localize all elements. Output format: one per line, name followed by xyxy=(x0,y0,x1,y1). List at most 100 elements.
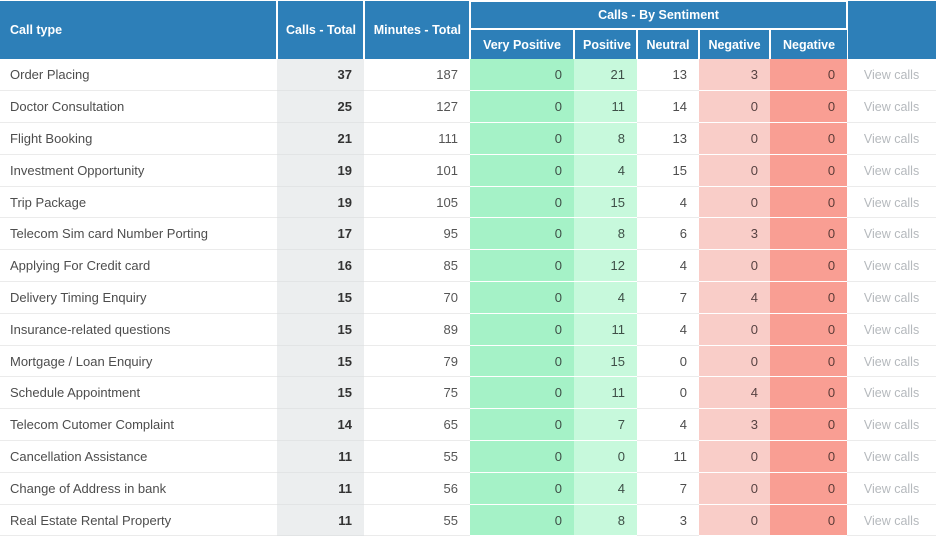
positive-cell: 8 xyxy=(574,217,637,251)
view-calls-link[interactable]: View calls xyxy=(863,100,920,115)
actions-cell: View calls xyxy=(847,440,936,473)
actions-cell: View calls xyxy=(847,376,936,410)
view-calls-link[interactable]: View calls xyxy=(863,354,920,369)
view-calls-link[interactable]: View calls xyxy=(863,322,920,337)
table-row: Trip Package 19 105 0 15 4 0 0 View call… xyxy=(0,186,936,219)
calls-total-cell: 37 xyxy=(277,59,364,92)
actions-cell: View calls xyxy=(847,345,936,378)
calls-total-cell: 11 xyxy=(277,504,364,536)
actions-cell: View calls xyxy=(847,217,936,251)
neutral-cell: 7 xyxy=(637,281,699,314)
neutral-cell: 0 xyxy=(637,376,699,410)
table-row: Telecom Sim card Number Porting 17 95 0 … xyxy=(0,217,936,251)
very-positive-cell: 0 xyxy=(470,440,574,473)
column-header-very-positive: Very Positive xyxy=(470,29,575,59)
minutes-total-cell: 101 xyxy=(364,154,470,187)
column-header-positive: Positive xyxy=(574,29,638,59)
positive-cell: 15 xyxy=(574,186,637,219)
negative-cell: 0 xyxy=(699,504,770,536)
column-header-negative: Negative xyxy=(699,29,771,59)
actions-cell: View calls xyxy=(847,59,936,92)
minutes-total-cell: 85 xyxy=(364,249,470,283)
call-type-cell: Real Estate Rental Property xyxy=(0,504,277,536)
positive-cell: 7 xyxy=(574,408,637,442)
view-calls-link[interactable]: View calls xyxy=(863,290,920,305)
call-type-cell: Telecom Sim card Number Porting xyxy=(0,217,277,251)
very-positive-cell: 0 xyxy=(470,217,574,251)
view-calls-link[interactable]: View calls xyxy=(863,227,920,242)
view-calls-link[interactable]: View calls xyxy=(863,449,920,464)
view-calls-link[interactable]: View calls xyxy=(863,131,920,146)
call-type-cell: Flight Booking xyxy=(0,122,277,155)
negative-cell: 0 xyxy=(699,90,770,124)
table-row: Doctor Consultation 25 127 0 11 14 0 0 V… xyxy=(0,90,936,124)
minutes-total-cell: 75 xyxy=(364,376,470,410)
very-positive-cell: 0 xyxy=(470,313,574,346)
view-calls-link[interactable]: View calls xyxy=(863,163,920,178)
very-positive-cell: 0 xyxy=(470,345,574,378)
calls-total-cell: 19 xyxy=(277,154,364,187)
negative-cell: 0 xyxy=(699,440,770,473)
call-type-cell: Change of Address in bank xyxy=(0,472,277,505)
calls-total-cell: 11 xyxy=(277,472,364,505)
table-row: Insurance-related questions 15 89 0 11 4… xyxy=(0,313,936,346)
view-calls-link[interactable]: View calls xyxy=(863,68,920,83)
very-positive-cell: 0 xyxy=(470,408,574,442)
calls-total-cell: 17 xyxy=(277,217,364,251)
minutes-total-cell: 65 xyxy=(364,408,470,442)
column-header-call-type: Call type xyxy=(0,1,278,59)
calls-total-cell: 15 xyxy=(277,345,364,378)
view-calls-link[interactable]: View calls xyxy=(863,418,920,433)
very-negative-cell: 0 xyxy=(770,154,848,187)
view-calls-link[interactable]: View calls xyxy=(863,386,920,401)
view-calls-link[interactable]: View calls xyxy=(863,481,920,496)
very-negative-cell: 0 xyxy=(770,59,848,92)
view-calls-link[interactable]: View calls xyxy=(863,259,920,274)
calls-total-cell: 19 xyxy=(277,186,364,219)
very-positive-cell: 0 xyxy=(470,154,574,187)
calls-total-cell: 25 xyxy=(277,90,364,124)
table-row: Order Placing 37 187 0 21 13 3 0 View ca… xyxy=(0,59,936,92)
very-positive-cell: 0 xyxy=(470,376,574,410)
positive-cell: 11 xyxy=(574,313,637,346)
calls-total-cell: 11 xyxy=(277,440,364,473)
view-calls-link[interactable]: View calls xyxy=(863,195,920,210)
neutral-cell: 7 xyxy=(637,472,699,505)
very-positive-cell: 0 xyxy=(470,504,574,536)
call-type-cell: Insurance-related questions xyxy=(0,313,277,346)
neutral-cell: 13 xyxy=(637,122,699,155)
very-negative-cell: 0 xyxy=(770,345,848,378)
very-negative-cell: 0 xyxy=(770,122,848,155)
actions-cell: View calls xyxy=(847,408,936,442)
positive-cell: 4 xyxy=(574,472,637,505)
actions-cell: View calls xyxy=(847,154,936,187)
table-row: Real Estate Rental Property 11 55 0 8 3 … xyxy=(0,504,936,536)
negative-cell: 0 xyxy=(699,249,770,283)
very-negative-cell: 0 xyxy=(770,376,848,410)
table-row: Flight Booking 21 111 0 8 13 0 0 View ca… xyxy=(0,122,936,155)
table-row: Investment Opportunity 19 101 0 4 15 0 0… xyxy=(0,154,936,187)
minutes-total-cell: 187 xyxy=(364,59,470,92)
minutes-total-cell: 111 xyxy=(364,122,470,155)
table-row: Delivery Timing Enquiry 15 70 0 4 7 4 0 … xyxy=(0,281,936,314)
calls-total-cell: 15 xyxy=(277,376,364,410)
call-type-cell: Applying For Credit card xyxy=(0,249,277,283)
positive-cell: 8 xyxy=(574,504,637,536)
table-row: Change of Address in bank 11 56 0 4 7 0 … xyxy=(0,472,936,505)
column-header-actions xyxy=(847,1,936,59)
positive-cell: 11 xyxy=(574,90,637,124)
negative-cell: 4 xyxy=(699,281,770,314)
negative-cell: 3 xyxy=(699,59,770,92)
positive-cell: 11 xyxy=(574,376,637,410)
negative-cell: 0 xyxy=(699,186,770,219)
calls-total-cell: 16 xyxy=(277,249,364,283)
call-type-cell: Telecom Cutomer Complaint xyxy=(0,408,277,442)
minutes-total-cell: 55 xyxy=(364,440,470,473)
very-negative-cell: 0 xyxy=(770,217,848,251)
very-negative-cell: 0 xyxy=(770,408,848,442)
view-calls-link[interactable]: View calls xyxy=(863,513,920,528)
minutes-total-cell: 56 xyxy=(364,472,470,505)
very-positive-cell: 0 xyxy=(470,249,574,283)
minutes-total-cell: 105 xyxy=(364,186,470,219)
